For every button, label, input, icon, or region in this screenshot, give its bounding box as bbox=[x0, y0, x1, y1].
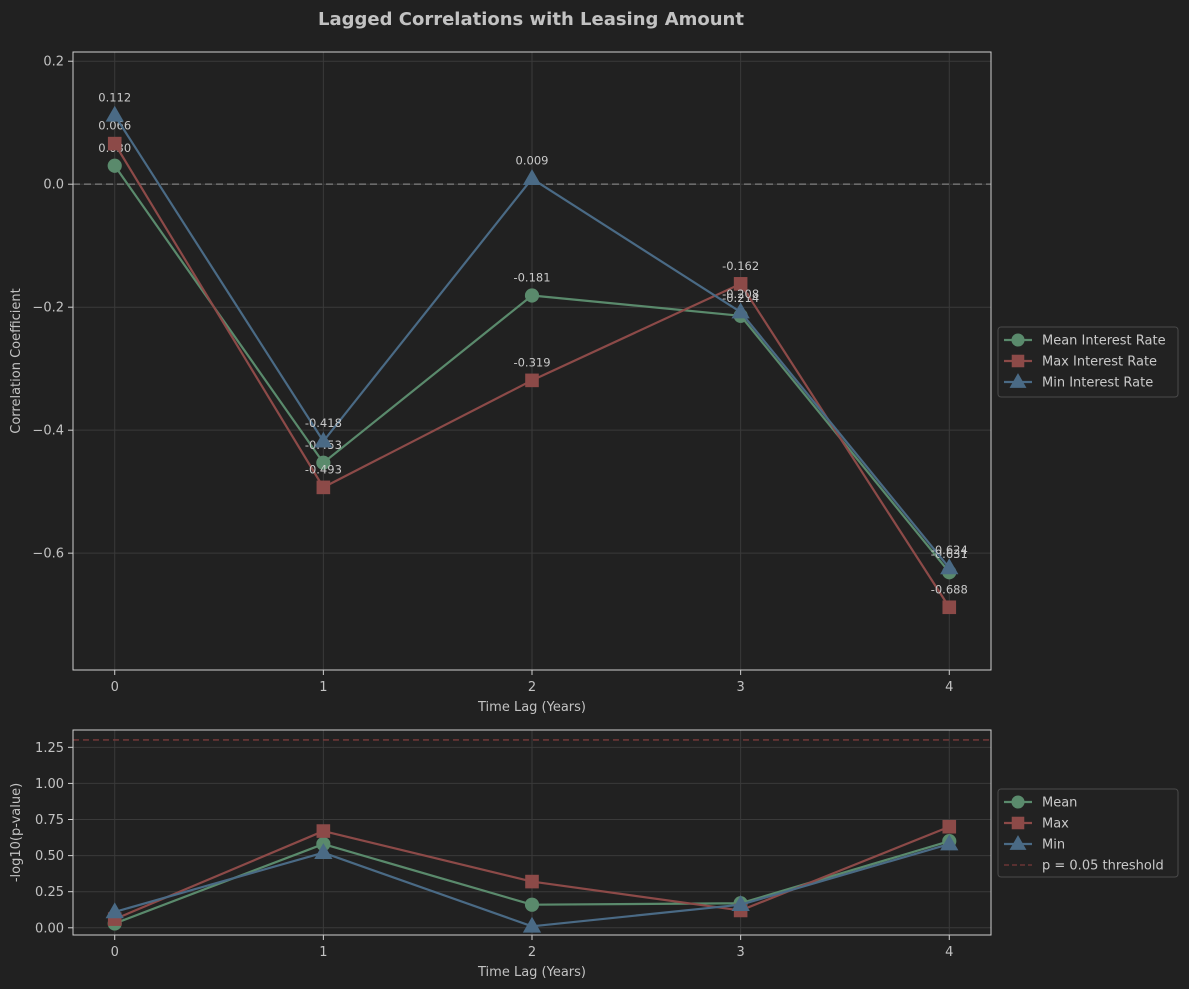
y-tick-label: 1.00 bbox=[35, 777, 64, 792]
data-label: -0.208 bbox=[722, 287, 759, 301]
data-label: -0.418 bbox=[305, 416, 342, 430]
x-tick-label: 2 bbox=[528, 680, 536, 695]
data-label: -0.319 bbox=[513, 355, 550, 369]
legend-swatch-marker bbox=[1011, 795, 1025, 809]
data-point bbox=[316, 480, 331, 495]
chart-title: Lagged Correlations with Leasing Amount bbox=[318, 9, 744, 30]
data-label: -0.162 bbox=[722, 259, 759, 273]
x-tick-label: 3 bbox=[736, 945, 744, 960]
x-axis-label: Time Lag (Years) bbox=[477, 700, 586, 715]
series-min bbox=[105, 834, 959, 933]
data-point bbox=[525, 874, 539, 889]
legend-box bbox=[997, 788, 1179, 878]
data-point bbox=[731, 302, 750, 319]
data-point bbox=[107, 158, 122, 173]
legend-swatch-marker bbox=[1011, 816, 1025, 830]
x-axis-label: Time Lag (Years) bbox=[477, 965, 586, 980]
y-tick-label: 0.25 bbox=[35, 885, 64, 900]
data-point bbox=[522, 916, 542, 933]
legend: Mean Max Min p = 0.05 threshold bbox=[997, 788, 1179, 878]
x-tick-label: 3 bbox=[736, 680, 744, 695]
correlation-panel: 0.030-0.453-0.181-0.214-0.6310.066-0.493… bbox=[9, 51, 1179, 715]
series-max-interest-rate: 0.066-0.493-0.319-0.162-0.688 bbox=[98, 119, 968, 615]
data-label: -0.688 bbox=[931, 582, 968, 596]
data-point bbox=[940, 834, 959, 851]
x-tick-label: 4 bbox=[945, 680, 953, 695]
x-tick-label: 1 bbox=[319, 680, 327, 695]
data-point bbox=[942, 819, 957, 834]
y-tick-label: −0.2 bbox=[32, 301, 64, 316]
y-tick-label: −0.4 bbox=[32, 424, 64, 439]
x-tick-label: 0 bbox=[111, 680, 119, 695]
data-label: -0.493 bbox=[305, 462, 342, 476]
y-axis-label: -log10(p-value) bbox=[9, 783, 24, 882]
data-point bbox=[316, 455, 331, 470]
data-point bbox=[105, 105, 124, 122]
data-point bbox=[314, 843, 333, 860]
data-label: -0.181 bbox=[513, 271, 550, 285]
y-tick-label: 0.00 bbox=[35, 921, 64, 936]
data-label: -0.214 bbox=[722, 291, 759, 305]
y-tick-label: 0.0 bbox=[43, 178, 64, 193]
legend-entry: Min bbox=[1042, 838, 1065, 853]
x-tick-label: 4 bbox=[945, 945, 953, 960]
legend-swatch-marker bbox=[1011, 354, 1025, 368]
data-point bbox=[316, 824, 331, 838]
legend: Mean Interest Rate Max Interest Rate Min I… bbox=[997, 326, 1179, 398]
legend-box bbox=[997, 326, 1179, 398]
x-tick-label: 1 bbox=[319, 945, 327, 960]
data-point bbox=[105, 902, 124, 919]
legend-entry: Min Interest Rate bbox=[1042, 376, 1153, 391]
data-label: 0.112 bbox=[98, 90, 131, 104]
legend-entry: Max Interest Rate bbox=[1042, 355, 1157, 370]
data-point bbox=[525, 373, 539, 388]
data-point bbox=[107, 136, 122, 151]
data-point bbox=[942, 600, 957, 615]
pvalue-panel: 0 1 2 3 4 1.25 1.00 0.75 0.50 0.25 0.00 Time Lag (Y… bbox=[9, 729, 1179, 980]
y-tick-label: 0.50 bbox=[35, 849, 64, 864]
legend-entry: Mean bbox=[1042, 796, 1077, 811]
data-point bbox=[524, 288, 540, 303]
data-point bbox=[940, 558, 959, 575]
legend-entry: Max bbox=[1042, 817, 1069, 832]
y-axis-label: Correlation Coefficient bbox=[9, 288, 24, 434]
y-tick-label: 1.25 bbox=[35, 741, 64, 756]
x-tick-label: 0 bbox=[111, 945, 119, 960]
x-tick-label: 2 bbox=[528, 945, 536, 960]
data-point bbox=[731, 895, 750, 911]
y-tick-label: 0.2 bbox=[43, 55, 64, 70]
data-label: -0.624 bbox=[931, 543, 968, 557]
legend-entry: Mean Interest Rate bbox=[1042, 334, 1166, 349]
legend-swatch-marker bbox=[1009, 373, 1027, 388]
data-point bbox=[733, 277, 748, 291]
y-tick-label: 0.75 bbox=[35, 813, 64, 828]
data-point bbox=[524, 897, 540, 912]
legend-swatch-marker bbox=[1011, 333, 1025, 347]
legend-entry: p = 0.05 threshold bbox=[1042, 859, 1164, 874]
series-min-interest-rate: 0.112 -0.418 0.009 -0.208 -0.624 bbox=[98, 90, 968, 575]
legend-swatch-marker bbox=[1009, 835, 1027, 850]
data-label: 0.009 bbox=[516, 154, 549, 168]
data-point bbox=[522, 169, 542, 185]
y-tick-label: −0.6 bbox=[32, 547, 64, 562]
data-point bbox=[314, 431, 333, 448]
